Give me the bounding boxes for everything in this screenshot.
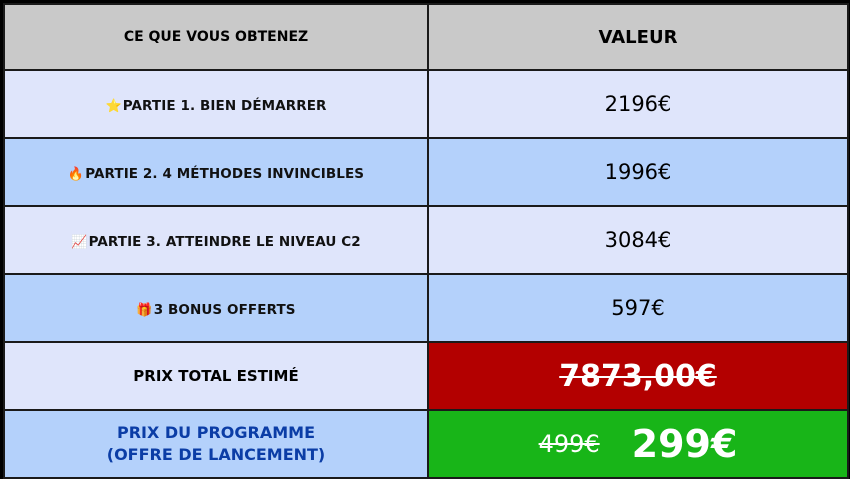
program-label-cell: PRIX DU PROGRAMME (OFFRE DE LANCEMENT) (3, 409, 429, 479)
program-price-row: PRIX DU PROGRAMME (OFFRE DE LANCEMENT) 4… (3, 409, 849, 479)
program-price-cell: 499€ 299€ (427, 409, 849, 479)
star-icon: ⭐ (105, 98, 122, 114)
row-label-cell: 📈PARTIE 3. ATTEINDRE LE NIVEAU C2 (3, 205, 429, 275)
fire-icon: 🔥 (67, 166, 85, 182)
row-label: 3 BONUS OFFERTS (153, 301, 296, 318)
total-row: PRIX TOTAL ESTIMÉ 7873,00€ (3, 341, 849, 411)
header-value: VALEUR (427, 3, 849, 71)
chart-increasing-icon: 📈 (71, 234, 88, 250)
table-row: 🔥PARTIE 2. 4 MÉTHODES INVINCIBLES 1996€ (3, 137, 849, 207)
row-label: PARTIE 1. BIEN DÉMARRER (122, 97, 327, 114)
program-label-line2: (OFFRE DE LANCEMENT) (106, 445, 326, 464)
row-value: 2196€ (427, 69, 849, 139)
table-row: ⭐PARTIE 1. BIEN DÉMARRER 2196€ (3, 69, 849, 139)
value-table: CE QUE VOUS OBTENEZ VALEUR ⭐PARTIE 1. BI… (3, 3, 849, 479)
row-label: PARTIE 2. 4 MÉTHODES INVINCIBLES (85, 165, 365, 182)
old-price: 499€ (538, 430, 600, 458)
row-value: 3084€ (427, 205, 849, 275)
value-table-frame: CE QUE VOUS OBTENEZ VALEUR ⭐PARTIE 1. BI… (3, 3, 849, 479)
row-label-cell: ⭐PARTIE 1. BIEN DÉMARRER (3, 69, 429, 139)
row-label-cell: 🔥PARTIE 2. 4 MÉTHODES INVINCIBLES (3, 137, 429, 207)
row-value: 597€ (427, 273, 849, 343)
row-label: PARTIE 3. ATTEINDRE LE NIVEAU C2 (88, 233, 361, 250)
gift-icon: 🎁 (136, 302, 153, 318)
row-value: 1996€ (427, 137, 849, 207)
header-what-you-get: CE QUE VOUS OBTENEZ (3, 3, 429, 71)
new-price: 299€ (631, 422, 738, 466)
table-row: 📈PARTIE 3. ATTEINDRE LE NIVEAU C2 3084€ (3, 205, 849, 275)
table-row: 🎁3 BONUS OFFERTS 597€ (3, 273, 849, 343)
table-header-row: CE QUE VOUS OBTENEZ VALEUR (3, 3, 849, 71)
program-label-line1: PRIX DU PROGRAMME (116, 423, 315, 442)
total-label: PRIX TOTAL ESTIMÉ (3, 341, 429, 411)
total-value-strikethrough: 7873,00€ (427, 341, 849, 411)
row-label-cell: 🎁3 BONUS OFFERTS (3, 273, 429, 343)
